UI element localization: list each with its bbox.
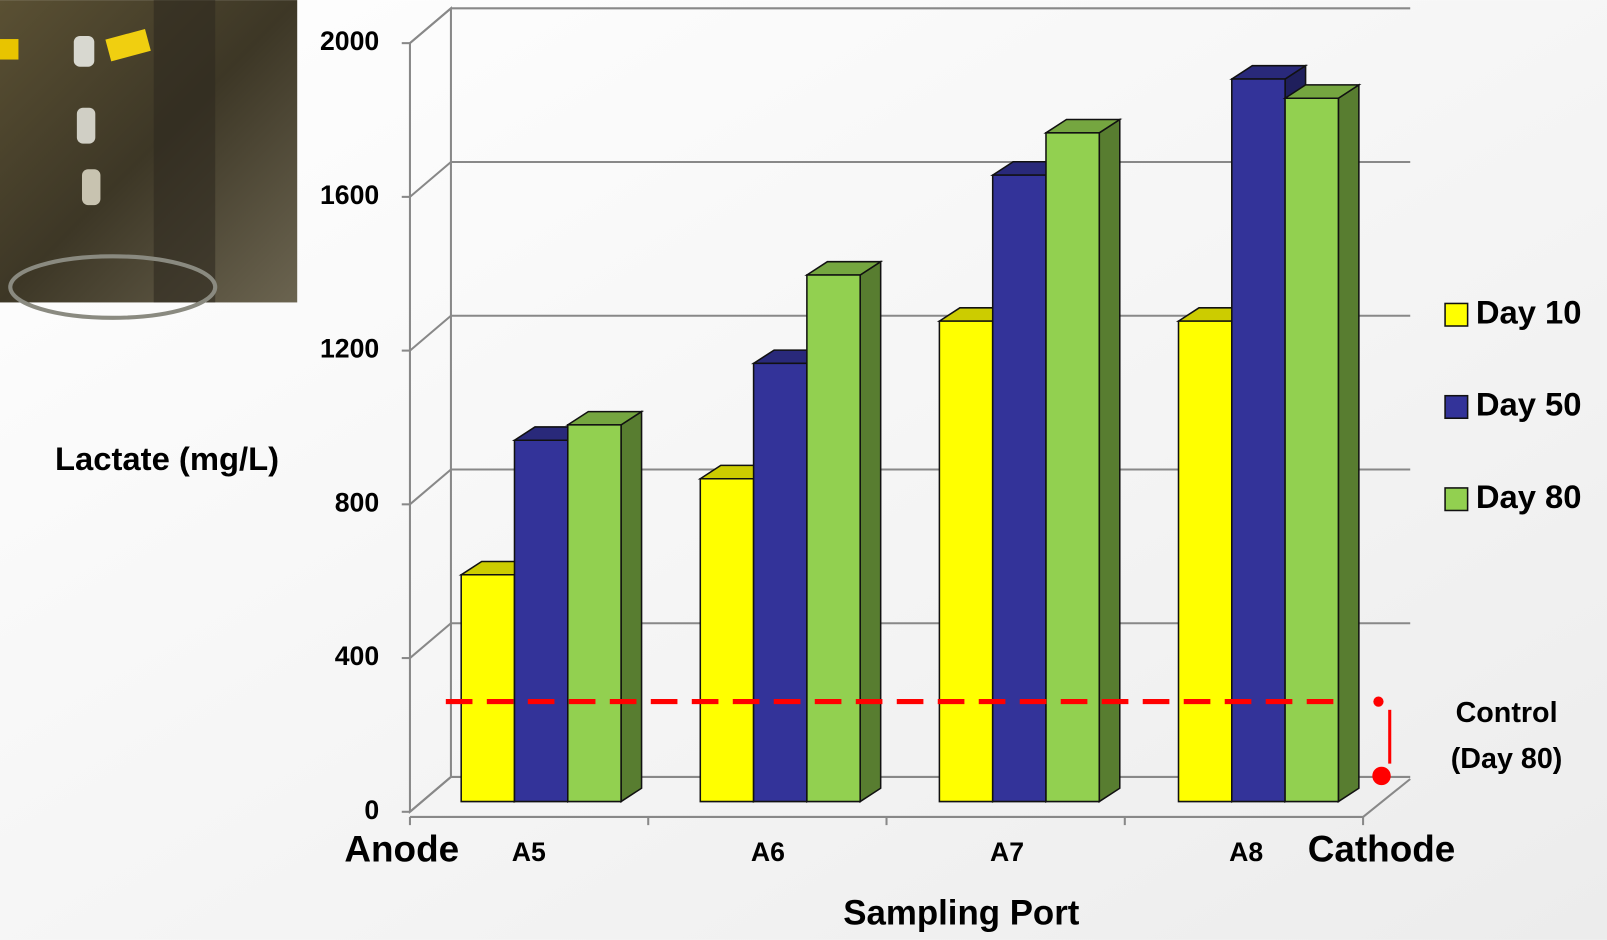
- control-label: (Day 80): [1451, 743, 1563, 775]
- bar: [568, 412, 642, 802]
- cathode-label: Cathode: [1308, 829, 1455, 870]
- x-tick-label: A5: [512, 837, 546, 867]
- y-tick-label: 0: [364, 795, 379, 825]
- x-tick-label: A6: [751, 837, 785, 867]
- x-tick-label: A8: [1229, 837, 1263, 867]
- x-tick-label: A7: [990, 837, 1024, 867]
- bar: [1285, 85, 1359, 802]
- y-tick-label: 1600: [320, 180, 379, 210]
- y-tick-label: 400: [335, 641, 379, 671]
- control-marker: [1372, 767, 1390, 785]
- page: Lactate (mg/L) Sampling Port Anode Catho…: [0, 0, 1607, 940]
- y-axis-label: Lactate (mg/L): [55, 440, 279, 477]
- chart: Lactate (mg/L) Sampling Port Anode Catho…: [0, 0, 1607, 940]
- y-tick-label: 1200: [320, 334, 379, 364]
- control-label: Control: [1456, 697, 1558, 729]
- legend-label: Day 10: [1476, 293, 1582, 330]
- y-tick-label: 800: [335, 487, 379, 517]
- anode-label: Anode: [344, 829, 459, 870]
- x-axis-label: Sampling Port: [843, 894, 1079, 933]
- legend-swatch: [1445, 396, 1468, 419]
- y-tick-label: 2000: [320, 26, 379, 56]
- bar: [807, 262, 881, 802]
- photo: [0, 0, 297, 318]
- legend-label: Day 80: [1476, 478, 1582, 515]
- control-marker: [1373, 696, 1383, 706]
- legend-swatch: [1445, 488, 1468, 511]
- legend-swatch: [1445, 303, 1468, 326]
- legend-label: Day 50: [1476, 386, 1582, 423]
